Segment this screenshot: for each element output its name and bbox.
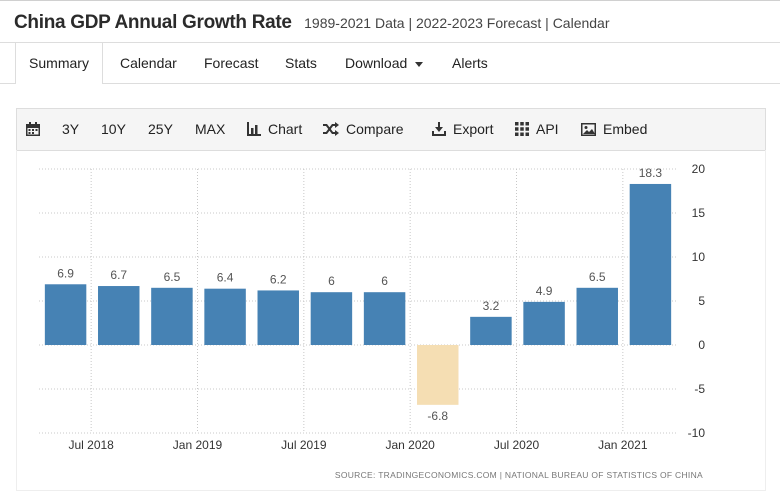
chevron-down-icon	[415, 61, 424, 67]
x-tick-label: Jan 2019	[173, 438, 223, 452]
y-tick-label: 20	[692, 162, 706, 176]
tab-stats-label: Stats	[285, 55, 317, 71]
x-tick-label: Jul 2018	[68, 438, 114, 452]
api-button[interactable]: API	[515, 109, 559, 150]
tab-calendar-label: Calendar	[120, 55, 177, 71]
export-label: Export	[453, 121, 494, 137]
tab-summary[interactable]: Summary	[15, 43, 103, 84]
tab-download[interactable]: Download	[345, 43, 424, 83]
bar-value-label: 6.7	[110, 268, 127, 282]
bar-value-label: -6.8	[427, 409, 448, 423]
chart-type-label: Chart	[268, 121, 303, 137]
chart-bar	[310, 292, 353, 345]
bar-value-label: 6.4	[217, 271, 234, 285]
bar-value-label: 6.9	[57, 266, 74, 280]
tab-stats[interactable]: Stats	[285, 43, 317, 83]
chart-bar	[363, 292, 406, 345]
tab-forecast-label: Forecast	[204, 55, 259, 71]
chart-bar	[576, 287, 618, 345]
y-tick-label: 0	[698, 338, 705, 352]
bar-value-label: 6.5	[589, 270, 606, 284]
bar-value-label: 6	[328, 274, 335, 288]
chart-toolbar: 3Y 10Y 25Y MAX Chart Compare Export API …	[16, 108, 766, 151]
bar-value-label: 6.2	[270, 272, 287, 286]
image-icon	[581, 123, 596, 136]
page-header: China GDP Annual Growth Rate 1989-2021 D…	[14, 12, 610, 34]
page-title: China GDP Annual Growth Rate	[14, 12, 292, 33]
y-tick-label: 15	[692, 206, 706, 220]
grid-icon	[515, 122, 529, 136]
chart-source: SOURCE: TRADINGECONOMICS.COM | NATIONAL …	[335, 470, 703, 480]
range-10y-button[interactable]: 10Y	[101, 121, 126, 137]
range-max-button[interactable]: MAX	[195, 121, 226, 137]
x-tick-label: Jul 2019	[281, 438, 327, 452]
y-tick-label: -5	[694, 382, 705, 396]
bar-value-label: 6.5	[164, 270, 181, 284]
bar-value-label: 18.3	[639, 166, 663, 180]
gdp-bar-chart: 6.9 6.7 6.5 6.4 6.2 6 6 -6.8 3.2 4.9 6.5 18.3 20 15 1…	[39, 162, 706, 480]
chart-y-axis: 20 15 10 5 0 -5 -10	[688, 162, 706, 440]
x-tick-label: Jan 2020	[385, 438, 435, 452]
shuffle-icon	[323, 122, 339, 136]
chart-x-axis: Jul 2018 Jan 2019 Jul 2019 Jan 2020 Jul 2020…	[68, 438, 647, 452]
page-subtitle: 1989-2021 Data | 2022-2023 Forecast | Ca…	[304, 15, 610, 31]
tab-forecast[interactable]: Forecast	[204, 43, 258, 83]
chart-type-button[interactable]: Chart	[247, 109, 302, 150]
range-25y-button[interactable]: 25Y	[148, 121, 173, 137]
x-tick-label: Jul 2020	[494, 438, 540, 452]
chart-grid	[39, 168, 677, 434]
x-tick-label: Jan 2021	[598, 438, 648, 452]
compare-label: Compare	[346, 121, 404, 137]
tab-bar: Summary Calendar Forecast Stats Download…	[0, 42, 780, 84]
chart-area: 6.9 6.7 6.5 6.4 6.2 6 6 -6.8 3.2 4.9 6.5 18.3 20 15 1…	[16, 150, 766, 491]
y-tick-label: -10	[688, 426, 706, 440]
embed-button[interactable]: Embed	[581, 109, 647, 150]
tab-calendar[interactable]: Calendar	[120, 43, 177, 83]
embed-label: Embed	[603, 121, 648, 137]
chart-bars	[44, 183, 672, 405]
calendar-icon	[26, 122, 40, 136]
download-icon	[432, 122, 446, 136]
chart-bar	[523, 301, 565, 345]
chart-bar	[257, 290, 299, 345]
calendar-button[interactable]	[26, 109, 47, 150]
bar-value-label: 4.9	[536, 284, 553, 298]
chart-bar	[204, 288, 246, 345]
top-border	[0, 0, 780, 1]
compare-button[interactable]: Compare	[323, 109, 404, 150]
chart-bar	[629, 183, 672, 345]
tab-download-label: Download	[345, 55, 408, 71]
chart-bar	[151, 287, 193, 345]
y-tick-label: 5	[698, 294, 705, 308]
tab-alerts[interactable]: Alerts	[452, 43, 488, 83]
chart-bar	[44, 284, 87, 345]
tab-summary-label: Summary	[29, 55, 89, 71]
export-button[interactable]: Export	[432, 109, 493, 150]
range-3y-button[interactable]: 3Y	[62, 121, 80, 137]
bar-value-label: 3.2	[483, 299, 500, 313]
chart-value-labels: 6.9 6.7 6.5 6.4 6.2 6 6 -6.8 3.2 4.9 6.5 18.3	[57, 166, 662, 423]
bar-value-label: 6	[381, 274, 388, 288]
tab-alerts-label: Alerts	[452, 55, 488, 71]
y-tick-label: 10	[692, 250, 706, 264]
chart-bar	[98, 286, 140, 345]
chart-bar	[470, 316, 512, 345]
bar-chart-icon	[247, 122, 261, 136]
chart-bar	[417, 345, 459, 405]
api-label: API	[536, 121, 559, 137]
